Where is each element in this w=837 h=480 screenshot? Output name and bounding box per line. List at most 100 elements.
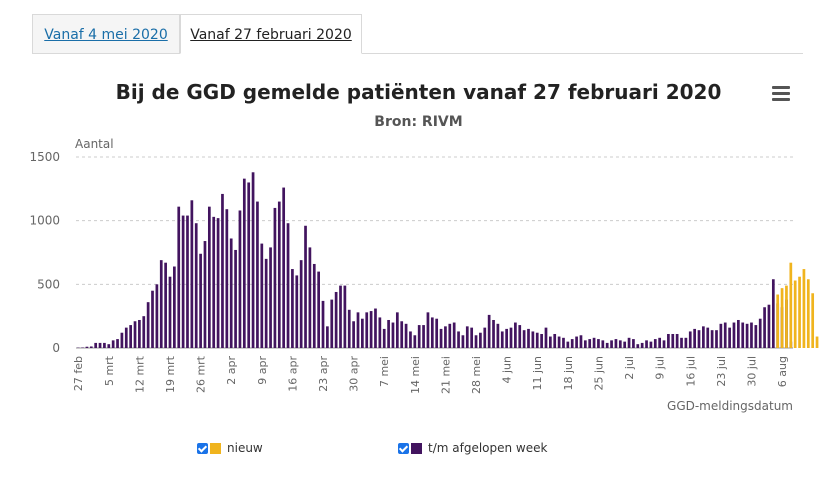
bar-t-m-afgelopen-week[interactable] (269, 247, 272, 348)
bar-nieuw[interactable] (811, 293, 815, 348)
bar-t-m-afgelopen-week[interactable] (618, 340, 622, 348)
bar-t-m-afgelopen-week[interactable] (111, 340, 115, 348)
bar-t-m-afgelopen-week[interactable] (295, 275, 299, 348)
bar-t-m-afgelopen-week[interactable] (496, 323, 500, 348)
bar-t-m-afgelopen-week[interactable] (404, 323, 408, 348)
bar-t-m-afgelopen-week[interactable] (649, 341, 653, 348)
bar-t-m-afgelopen-week[interactable] (291, 269, 294, 348)
bar-t-m-afgelopen-week[interactable] (632, 339, 635, 348)
bar-t-m-afgelopen-week[interactable] (225, 209, 229, 348)
bar-nieuw[interactable] (776, 294, 780, 348)
bar-t-m-afgelopen-week[interactable] (435, 318, 439, 348)
bar-t-m-afgelopen-week[interactable] (277, 201, 281, 348)
bar-t-m-afgelopen-week[interactable] (688, 331, 692, 348)
bar-t-m-afgelopen-week[interactable] (658, 337, 662, 348)
bar-t-m-afgelopen-week[interactable] (339, 285, 342, 348)
bar-t-m-afgelopen-week[interactable] (361, 318, 364, 348)
bar-nieuw[interactable] (798, 276, 801, 348)
bar-t-m-afgelopen-week[interactable] (400, 321, 404, 348)
bar-t-m-afgelopen-week[interactable] (562, 337, 565, 348)
legend-item-afgelopen-week[interactable]: t/m afgelopen week (398, 439, 547, 457)
tab-vanaf-27-februari[interactable]: Vanaf 27 februari 2020 (180, 14, 362, 54)
bar-t-m-afgelopen-week[interactable] (326, 326, 329, 348)
bar-t-m-afgelopen-week[interactable] (636, 344, 640, 348)
bar-t-m-afgelopen-week[interactable] (588, 339, 592, 348)
bar-t-m-afgelopen-week[interactable] (334, 291, 338, 348)
bar-t-m-afgelopen-week[interactable] (693, 328, 696, 348)
bar-t-m-afgelopen-week[interactable] (474, 335, 478, 348)
bar-t-m-afgelopen-week[interactable] (706, 327, 710, 348)
bar-t-m-afgelopen-week[interactable] (81, 347, 84, 348)
bar-t-m-afgelopen-week[interactable] (439, 328, 443, 348)
bar-t-m-afgelopen-week[interactable] (417, 325, 421, 348)
bar-t-m-afgelopen-week[interactable] (544, 327, 548, 348)
bar-t-m-afgelopen-week[interactable] (640, 342, 644, 348)
bar-t-m-afgelopen-week[interactable] (702, 326, 705, 348)
bar-t-m-afgelopen-week[interactable] (728, 327, 731, 348)
bar-t-m-afgelopen-week[interactable] (479, 332, 482, 348)
bar-t-m-afgelopen-week[interactable] (413, 335, 417, 348)
bar-t-m-afgelopen-week[interactable] (103, 342, 106, 348)
bar-t-m-afgelopen-week[interactable] (566, 341, 570, 348)
bar-t-m-afgelopen-week[interactable] (251, 172, 255, 348)
bar-t-m-afgelopen-week[interactable] (614, 339, 618, 348)
bar-t-m-afgelopen-week[interactable] (321, 300, 325, 348)
bar-t-m-afgelopen-week[interactable] (514, 322, 517, 348)
bar-t-m-afgelopen-week[interactable] (448, 323, 452, 348)
bar-nieuw[interactable] (789, 262, 793, 348)
bar-t-m-afgelopen-week[interactable] (522, 330, 526, 348)
bar-t-m-afgelopen-week[interactable] (675, 333, 679, 348)
bar-t-m-afgelopen-week[interactable] (750, 322, 753, 348)
bar-t-m-afgelopen-week[interactable] (684, 337, 688, 348)
bar-t-m-afgelopen-week[interactable] (234, 249, 237, 348)
bar-t-m-afgelopen-week[interactable] (98, 342, 102, 348)
bar-t-m-afgelopen-week[interactable] (133, 321, 137, 348)
legend-item-nieuw[interactable]: nieuw (197, 439, 263, 457)
bar-t-m-afgelopen-week[interactable] (356, 312, 360, 348)
bar-t-m-afgelopen-week[interactable] (159, 260, 163, 348)
bar-t-m-afgelopen-week[interactable] (557, 336, 561, 348)
bar-t-m-afgelopen-week[interactable] (579, 335, 583, 348)
bar-t-m-afgelopen-week[interactable] (207, 206, 211, 348)
bar-t-m-afgelopen-week[interactable] (457, 331, 460, 348)
bar-t-m-afgelopen-week[interactable] (540, 333, 543, 348)
bar-t-m-afgelopen-week[interactable] (308, 247, 312, 348)
bar-t-m-afgelopen-week[interactable] (680, 337, 683, 348)
bar-t-m-afgelopen-week[interactable] (391, 322, 395, 348)
bar-t-m-afgelopen-week[interactable] (737, 319, 740, 348)
hamburger-menu-icon[interactable] (772, 86, 790, 102)
bar-t-m-afgelopen-week[interactable] (304, 225, 307, 348)
bar-t-m-afgelopen-week[interactable] (374, 308, 377, 348)
bar-t-m-afgelopen-week[interactable] (317, 271, 320, 348)
bar-t-m-afgelopen-week[interactable] (627, 337, 631, 348)
bar-t-m-afgelopen-week[interactable] (509, 327, 513, 348)
bar-t-m-afgelopen-week[interactable] (116, 339, 119, 348)
bar-t-m-afgelopen-week[interactable] (531, 331, 535, 348)
bar-t-m-afgelopen-week[interactable] (395, 312, 399, 348)
bar-t-m-afgelopen-week[interactable] (142, 316, 146, 348)
bar-t-m-afgelopen-week[interactable] (623, 341, 627, 348)
bar-t-m-afgelopen-week[interactable] (155, 284, 159, 348)
bar-t-m-afgelopen-week[interactable] (483, 327, 487, 348)
bar-t-m-afgelopen-week[interactable] (365, 312, 369, 348)
bar-t-m-afgelopen-week[interactable] (592, 337, 596, 348)
bar-t-m-afgelopen-week[interactable] (461, 335, 465, 348)
bar-t-m-afgelopen-week[interactable] (151, 290, 154, 348)
bar-t-m-afgelopen-week[interactable] (645, 340, 648, 348)
bar-nieuw[interactable] (785, 285, 788, 348)
bar-t-m-afgelopen-week[interactable] (758, 318, 762, 348)
bar-t-m-afgelopen-week[interactable] (505, 328, 508, 348)
bar-t-m-afgelopen-week[interactable] (164, 262, 167, 348)
bar-t-m-afgelopen-week[interactable] (85, 346, 89, 348)
bar-t-m-afgelopen-week[interactable] (124, 327, 128, 348)
bar-t-m-afgelopen-week[interactable] (369, 311, 373, 348)
bar-t-m-afgelopen-week[interactable] (667, 333, 670, 348)
bar-t-m-afgelopen-week[interactable] (527, 328, 530, 348)
bar-t-m-afgelopen-week[interactable] (771, 279, 775, 348)
bar-t-m-afgelopen-week[interactable] (741, 322, 745, 348)
bar-t-m-afgelopen-week[interactable] (264, 258, 268, 348)
bar-nieuw[interactable] (806, 279, 810, 348)
bar-t-m-afgelopen-week[interactable] (732, 322, 736, 348)
bar-t-m-afgelopen-week[interactable] (465, 326, 469, 348)
bar-t-m-afgelopen-week[interactable] (186, 215, 189, 348)
